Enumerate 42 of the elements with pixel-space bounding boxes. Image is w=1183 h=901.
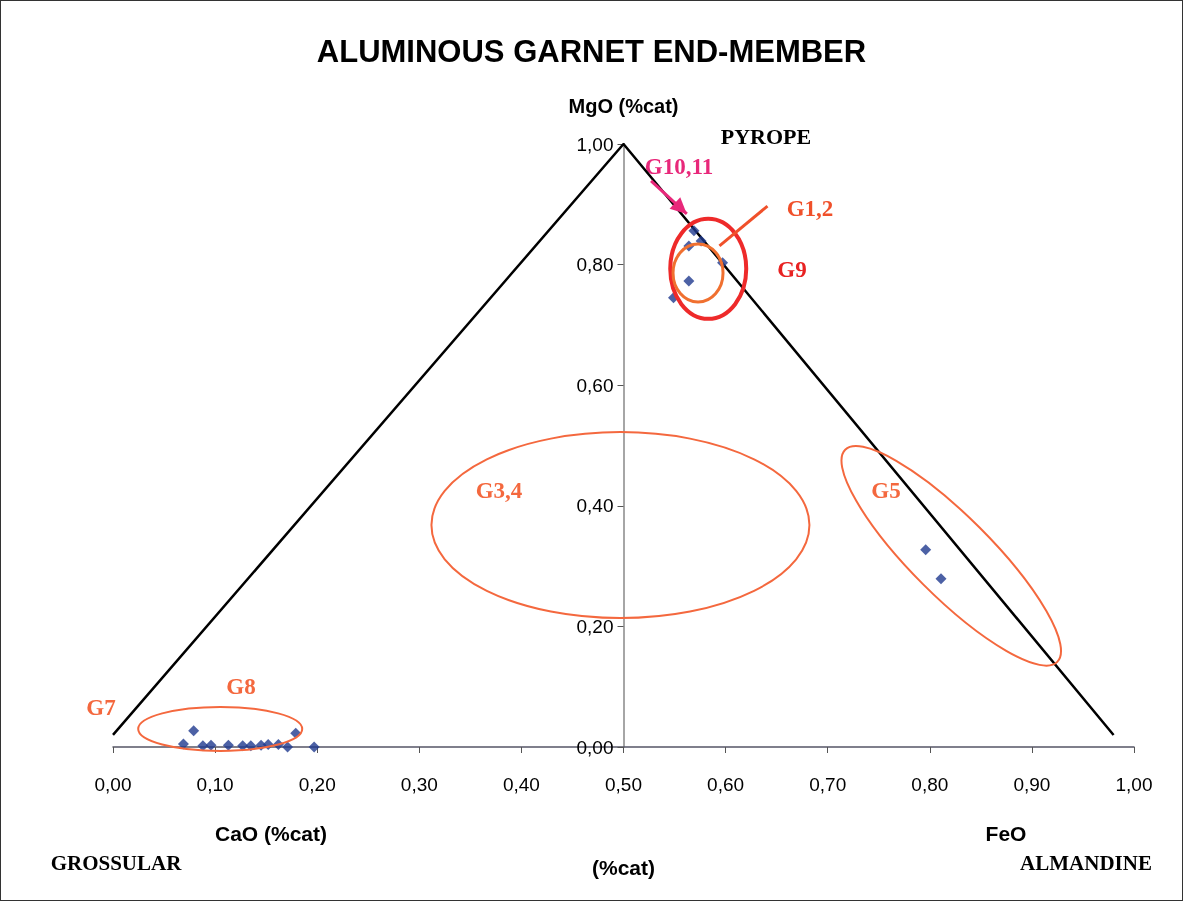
point [935,573,947,585]
chart-title: ALUMINOUS GARNET END-MEMBER [316,34,867,69]
x-tick-label: 1,00 [1115,774,1153,795]
annotation: G8 [226,673,256,699]
annotation: G7 [86,694,116,720]
x-axis-title: (%cat) [591,856,656,879]
annotation: PYROPE [720,123,812,149]
point [282,741,294,753]
point [688,225,700,237]
text: CaO (%cat) [214,821,328,845]
x-tick-label: 0,10 [196,774,234,795]
x-tick-label: 0,50 [605,774,642,795]
point [188,725,200,737]
x-tick-label: 0,80 [911,774,949,795]
annotation: G9 [777,256,807,282]
text: FeO [985,821,1027,845]
x-tick-label: 0,40 [502,774,540,795]
x-tick-label: 0,20 [298,774,336,795]
x-tick-label: 0,70 [809,774,847,795]
point [205,739,217,751]
x-tick-label: 0,30 [400,774,438,795]
annotation: G1,2 [786,195,834,221]
text: ALMANDINE [1020,851,1152,875]
point [308,741,320,753]
x-tick-label: 0,00 [94,774,132,795]
y-tick-label: 0,60 [576,374,614,396]
x-tick-label: 0,60 [707,774,745,795]
x-tick-label: 0,90 [1013,774,1051,795]
annotation: G5 [871,477,901,503]
annotation: G3,4 [475,477,523,503]
annotation: G10,11 [644,153,714,179]
y-tick-label: 0,80 [576,254,614,276]
point [920,544,932,556]
y-tick-label: 0,20 [576,615,614,637]
y-axis-title: MgO (%cat) [568,95,679,117]
y-tick-label: 0,00 [576,736,614,758]
point [177,738,189,750]
y-tick-label: 1,00 [576,133,614,155]
point [222,739,234,751]
text: GROSSULAR [50,851,183,875]
y-tick-label: 0,40 [576,495,614,517]
point [683,275,695,287]
